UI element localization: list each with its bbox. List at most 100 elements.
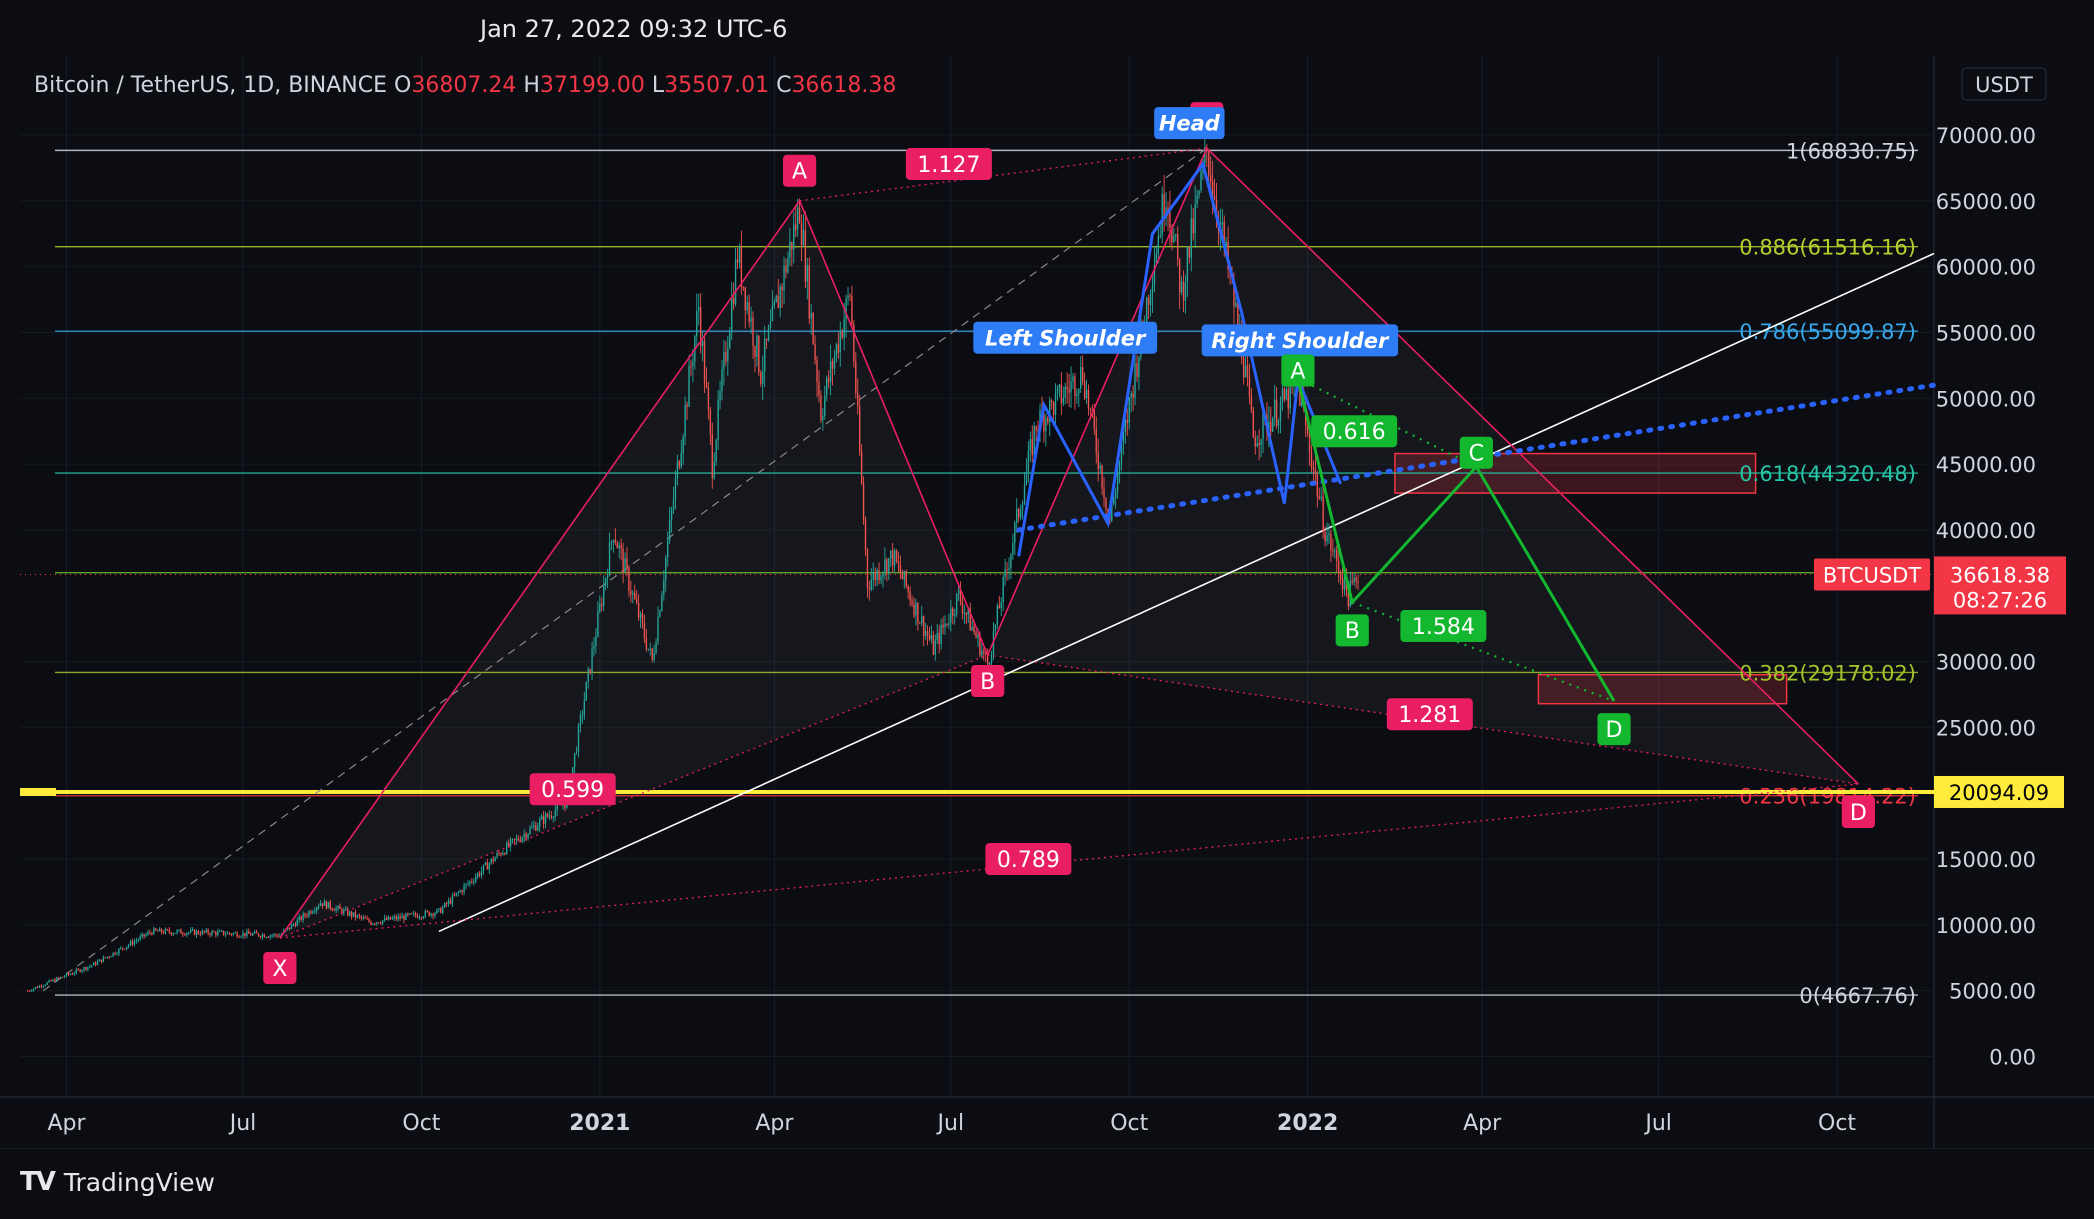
candle-body-486 bbox=[969, 609, 971, 631]
projection-ratio-1: 1.584 bbox=[1400, 610, 1487, 643]
candle-body-121 bbox=[261, 934, 264, 938]
candle-body-11 bbox=[48, 980, 50, 983]
candle-body-224 bbox=[461, 890, 463, 893]
candle-body-413 bbox=[827, 377, 830, 382]
candle-body-341 bbox=[688, 365, 690, 407]
candle-body-591 bbox=[1173, 236, 1175, 243]
candle-body-645 bbox=[1277, 420, 1280, 426]
candle-body-565 bbox=[1122, 432, 1125, 443]
candle-body-61 bbox=[145, 934, 147, 937]
candle-body-213 bbox=[440, 908, 442, 913]
candle-body-596 bbox=[1182, 281, 1185, 301]
candle-body-418 bbox=[837, 344, 840, 353]
candle-body-73 bbox=[168, 929, 171, 933]
candle-body-504 bbox=[1004, 569, 1006, 578]
candle-body-122 bbox=[263, 934, 266, 938]
candle-body-500 bbox=[996, 605, 999, 625]
candle-body-454 bbox=[907, 586, 909, 592]
candle-body-167 bbox=[350, 911, 353, 917]
candle-body-119 bbox=[257, 933, 260, 937]
candle-body-93 bbox=[207, 929, 209, 934]
candle-body-255 bbox=[521, 837, 523, 842]
candle-body-315 bbox=[637, 602, 640, 619]
candle-body-116 bbox=[252, 933, 254, 936]
candle-body-460 bbox=[919, 622, 921, 624]
candle-body-16 bbox=[58, 977, 60, 979]
candle-body-54 bbox=[131, 941, 134, 945]
candle-body-46 bbox=[116, 953, 118, 955]
candle-body-359 bbox=[723, 352, 725, 370]
candle-body-406 bbox=[814, 344, 816, 361]
candle-body-630 bbox=[1248, 376, 1251, 397]
candle-body-170 bbox=[356, 915, 359, 918]
candle-body-526 bbox=[1047, 417, 1049, 423]
candle-body-81 bbox=[184, 934, 186, 936]
level-tag-text: 20094.09 bbox=[1949, 781, 2049, 805]
legend-c-label: C bbox=[776, 73, 791, 98]
candle-body-35 bbox=[94, 962, 97, 965]
candle-body-678 bbox=[1341, 578, 1344, 590]
candle-body-347 bbox=[699, 306, 702, 346]
candle-body-672 bbox=[1330, 533, 1332, 551]
candle-body-492 bbox=[981, 650, 983, 656]
candle-body-627 bbox=[1242, 358, 1245, 378]
candle-body-208 bbox=[430, 913, 432, 916]
fib-label-6: 0.236(19814.22) bbox=[1739, 785, 1916, 809]
candle-body-604 bbox=[1198, 190, 1200, 196]
candle-body-297 bbox=[603, 585, 605, 606]
candle-body-366 bbox=[736, 259, 739, 263]
candle-body-180 bbox=[376, 922, 378, 924]
candle-body-41 bbox=[106, 956, 108, 958]
candle-body-234 bbox=[480, 870, 483, 876]
candle-body-28 bbox=[81, 970, 83, 972]
ohlc-legend[interactable]: Bitcoin / TetherUS, 1D, BINANCE O36807.2… bbox=[34, 73, 896, 98]
candle-body-416 bbox=[833, 356, 836, 369]
candle-body-201 bbox=[416, 915, 419, 918]
candle-body-491 bbox=[979, 634, 981, 656]
projection-point-c-text: C bbox=[1469, 442, 1484, 467]
candle-body-427 bbox=[855, 361, 857, 393]
candle-body-306 bbox=[620, 545, 622, 549]
candle-body-126 bbox=[271, 935, 273, 937]
candle-body-1 bbox=[28, 990, 31, 992]
candle-body-21 bbox=[67, 973, 70, 975]
candle-body-78 bbox=[178, 929, 180, 931]
candle-body-232 bbox=[476, 873, 479, 878]
candle-body-478 bbox=[953, 613, 956, 616]
candle-body-448 bbox=[895, 550, 898, 562]
candle-body-199 bbox=[412, 913, 415, 915]
candle-body-455 bbox=[909, 591, 911, 601]
candle-body-439 bbox=[878, 570, 880, 581]
candle-body-294 bbox=[597, 611, 599, 637]
candle-body-149 bbox=[315, 907, 318, 911]
candle-body-200 bbox=[414, 913, 417, 916]
candle-body-88 bbox=[197, 931, 200, 934]
candle-body-59 bbox=[141, 934, 143, 937]
projection-point-d-text: D bbox=[1606, 718, 1623, 743]
candle-body-150 bbox=[317, 905, 320, 908]
candle-body-298 bbox=[604, 578, 607, 586]
candle-body-190 bbox=[395, 916, 397, 920]
candle-body-259 bbox=[529, 827, 531, 834]
candle-body-37 bbox=[98, 959, 101, 962]
candle-body-446 bbox=[891, 550, 894, 566]
tradingview-brand[interactable]: TV TradingView bbox=[20, 1167, 215, 1197]
candle-body-307 bbox=[622, 548, 624, 573]
candle-body-676 bbox=[1337, 560, 1340, 574]
candle-body-668 bbox=[1322, 496, 1324, 533]
candle-body-39 bbox=[102, 957, 105, 962]
candle-body-299 bbox=[606, 575, 609, 579]
candle-body-531 bbox=[1056, 387, 1059, 394]
candle-body-82 bbox=[186, 933, 188, 936]
price-chart[interactable]: 1(68830.75) 0.886(61516.16) 0.786(55099.87… bbox=[0, 56, 2094, 1148]
candle-body-597 bbox=[1184, 282, 1187, 301]
harmonic-point-a-bg bbox=[782, 154, 817, 187]
candle-body-681 bbox=[1347, 589, 1350, 607]
candle-body-602 bbox=[1194, 204, 1196, 234]
candle-body-385 bbox=[773, 302, 776, 306]
candle-body-380 bbox=[763, 338, 766, 372]
candle-body-496 bbox=[988, 662, 991, 665]
candle-body-534 bbox=[1062, 397, 1064, 404]
candle-body-18 bbox=[61, 976, 64, 978]
candle-body-686 bbox=[1357, 581, 1359, 583]
